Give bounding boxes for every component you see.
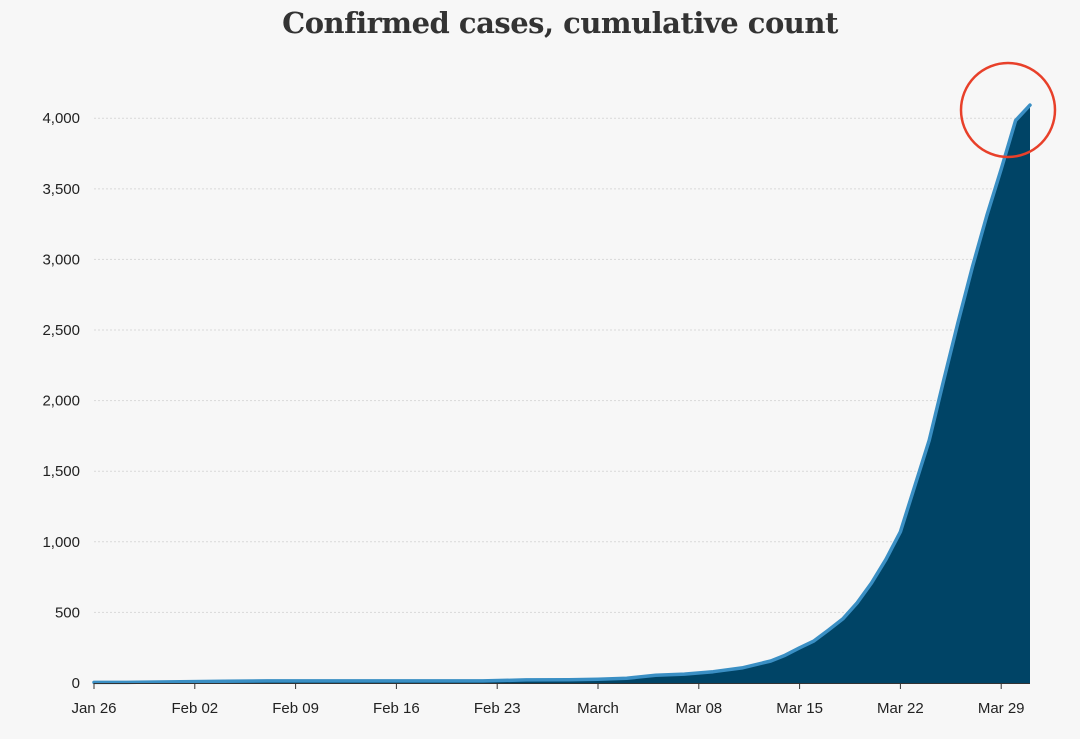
y-tick-label: 500: [55, 604, 80, 621]
gridlines: [94, 117, 1030, 613]
y-tick-label: 3,000: [42, 251, 80, 268]
x-tick-label: Mar 15: [776, 700, 823, 717]
x-tick-label: Feb 09: [272, 700, 319, 717]
y-tick-label: 3,500: [42, 181, 80, 198]
axis-layer: 0 500 1,000 1,500 2,000 2,500 3,000 3,500 4,000 J…: [42, 110, 1030, 717]
annotation-circle: [959, 61, 1057, 159]
x-tick-label: March: [577, 700, 619, 717]
x-tick-label: Feb 23: [474, 700, 521, 717]
x-tick-label: Mar 22: [877, 700, 924, 717]
chart-title: Confirmed cases, cumulative count: [282, 6, 838, 40]
x-tick-label: Feb 16: [373, 700, 420, 717]
y-tick-label: 1,000: [42, 534, 80, 551]
y-tick-label: 0: [72, 675, 80, 692]
series-line: [92, 103, 1032, 685]
y-tick-label: 1,500: [42, 463, 80, 480]
y-tick-label: 2,000: [42, 393, 80, 410]
area-fill: [94, 105, 1030, 684]
annotation-layer: [959, 61, 1057, 159]
x-tick-label: Mar 29: [978, 700, 1025, 717]
area-layer: [92, 103, 1032, 685]
x-tick-label: Jan 26: [71, 700, 116, 717]
y-tick-label: 2,500: [42, 322, 80, 339]
x-tick-label: Mar 08: [675, 700, 722, 717]
y-tick-label: 4,000: [42, 110, 80, 127]
x-tick-label: Feb 02: [171, 700, 218, 717]
